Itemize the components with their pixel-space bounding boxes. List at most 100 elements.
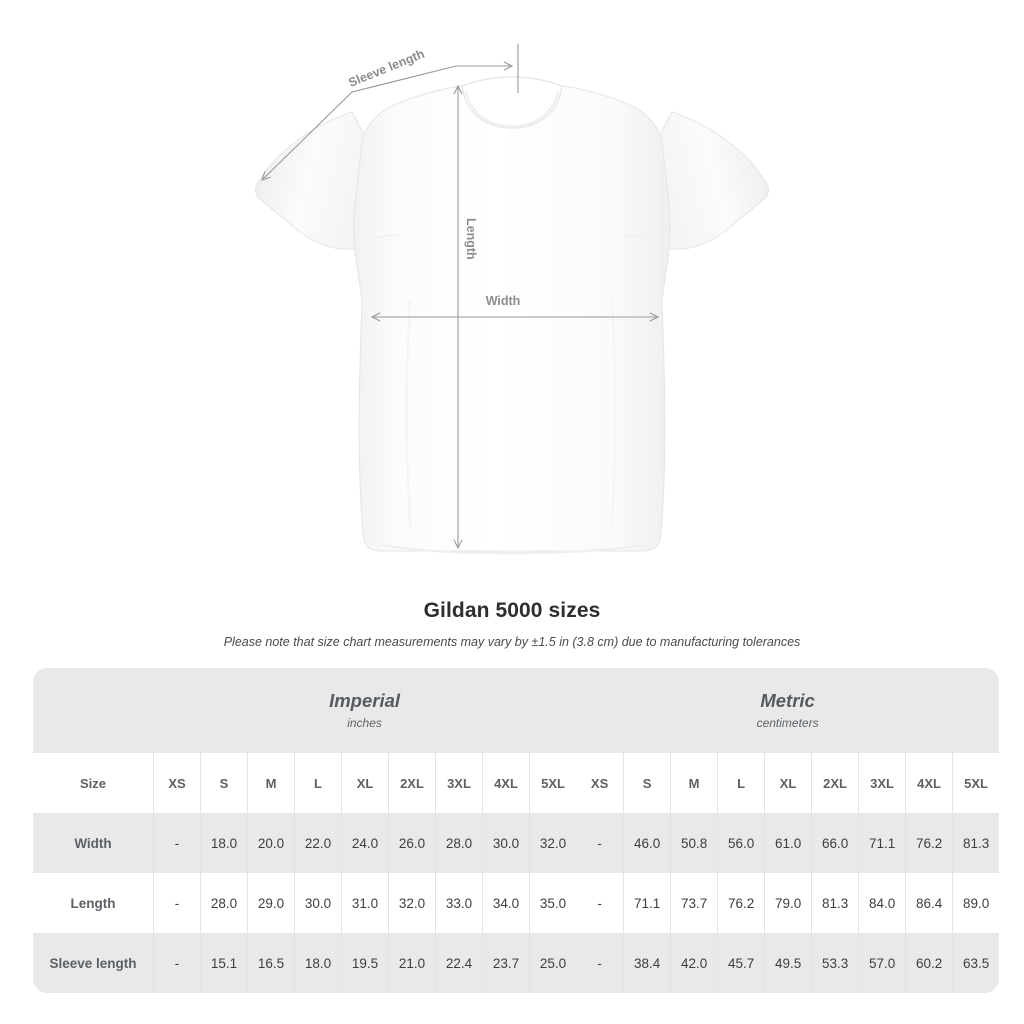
right-sleeve — [651, 111, 769, 250]
row-label-width: Width — [33, 813, 153, 873]
cell-width-metric-s: 46.0 — [623, 813, 671, 873]
cell-width-imperial-s: 18.0 — [200, 813, 247, 873]
cell-width-metric-3xl: 71.1 — [858, 813, 906, 873]
sleeve-length-arrow — [262, 65, 457, 180]
cell-length-imperial-2xl: 32.0 — [388, 873, 435, 933]
column-header-metric-s: S — [623, 753, 671, 813]
tshirt-silhouette — [255, 76, 769, 555]
cell-width-imperial-xs: - — [153, 813, 200, 873]
cell-length-metric-s: 71.1 — [623, 873, 671, 933]
group-name-imperial: Imperial — [329, 690, 401, 711]
width-annotation: Width — [372, 294, 658, 317]
cell-length-metric-2xl: 81.3 — [811, 873, 859, 933]
cell-length-imperial-xs: - — [153, 873, 200, 933]
cell-length-imperial-5xl: 35.0 — [529, 873, 577, 933]
cell-width-imperial-m: 20.0 — [247, 813, 294, 873]
cell-length-metric-3xl: 84.0 — [858, 873, 906, 933]
cell-sleeve-length-imperial-3xl: 22.4 — [435, 933, 482, 993]
column-header-metric-3xl: 3XL — [858, 753, 906, 813]
table-row: Length -28.0 29.0 30.0 31.0 32.0 33.0 34.0 35.0-… — [33, 873, 1000, 933]
column-header-metric-m: M — [670, 753, 718, 813]
column-header-imperial-4xl: 4XL — [482, 753, 529, 813]
cell-sleeve-length-metric-xs: - — [576, 933, 624, 993]
column-header-imperial-m: M — [247, 753, 294, 813]
cell-width-imperial-2xl: 26.0 — [388, 813, 435, 873]
cell-width-imperial-3xl: 28.0 — [435, 813, 482, 873]
cell-width-imperial-5xl: 32.0 — [529, 813, 577, 873]
cell-length-metric-l: 76.2 — [717, 873, 765, 933]
cell-width-metric-4xl: 76.2 — [905, 813, 953, 873]
cell-length-imperial-4xl: 34.0 — [482, 873, 529, 933]
cell-sleeve-length-metric-m: 42.0 — [670, 933, 718, 993]
cell-width-metric-5xl: 81.3 — [952, 813, 1000, 873]
size-header-row: Size XS S M L XL 2XL 3XL 4XL 5XL XS S M L XL 2XL 3XL 4XL… — [33, 753, 1000, 813]
cell-length-imperial-l: 30.0 — [294, 873, 341, 933]
fold-right — [611, 299, 616, 529]
length-label: Length — [464, 218, 478, 260]
armpit-right — [623, 234, 653, 241]
column-header-metric-4xl: 4XL — [905, 753, 953, 813]
cell-length-metric-xs: - — [576, 873, 624, 933]
collar — [461, 76, 563, 129]
cell-sleeve-length-metric-l: 45.7 — [717, 933, 765, 993]
size-chart-table: Imperial inches Metric centimeters Size … — [33, 668, 1000, 993]
cell-sleeve-length-imperial-l: 18.0 — [294, 933, 341, 993]
page-title: Gildan 5000 sizes — [423, 599, 601, 622]
cell-sleeve-length-imperial-s: 15.1 — [200, 933, 247, 993]
group-unit-metric: centimeters — [756, 716, 819, 730]
cell-length-imperial-m: 29.0 — [247, 873, 294, 933]
cell-width-metric-xs: - — [576, 813, 624, 873]
cell-length-imperial-3xl: 33.0 — [435, 873, 482, 933]
column-header-metric-l: L — [717, 753, 765, 813]
row-label-length: Length — [33, 873, 153, 933]
cell-length-metric-m: 73.7 — [670, 873, 718, 933]
size-chart-body: Width -18.0 20.0 22.0 24.0 26.0 28.0 30.0 32.0-4… — [33, 813, 1000, 993]
group-header-spacer — [33, 668, 153, 753]
cell-width-metric-2xl: 66.0 — [811, 813, 859, 873]
tolerance-note: Please note that size chart measurements… — [223, 635, 801, 649]
left-sleeve — [255, 111, 373, 250]
cell-sleeve-length-metric-4xl: 60.2 — [905, 933, 953, 993]
cell-sleeve-length-imperial-xs: - — [153, 933, 200, 993]
hem-shadow — [381, 543, 643, 555]
table-row: Width -18.0 20.0 22.0 24.0 26.0 28.0 30.0 32.0-4… — [33, 813, 1000, 873]
column-header-imperial-5xl: 5XL — [529, 753, 577, 813]
row-label-sleeve-length: Sleeve length — [33, 933, 153, 993]
width-label: Width — [486, 294, 521, 308]
group-unit-imperial: inches — [347, 716, 382, 730]
cell-length-metric-4xl: 86.4 — [905, 873, 953, 933]
column-header-imperial-xs: XS — [153, 753, 200, 813]
cell-sleeve-length-imperial-m: 16.5 — [247, 933, 294, 993]
cell-width-imperial-4xl: 30.0 — [482, 813, 529, 873]
group-name-metric: Metric — [760, 690, 815, 711]
cell-width-metric-m: 50.8 — [670, 813, 718, 873]
column-header-imperial-2xl: 2XL — [388, 753, 435, 813]
cell-sleeve-length-metric-3xl: 57.0 — [858, 933, 906, 993]
cell-sleeve-length-metric-2xl: 53.3 — [811, 933, 859, 993]
column-header-imperial-xl: XL — [341, 753, 388, 813]
cell-length-imperial-s: 28.0 — [200, 873, 247, 933]
heading-block: Gildan 5000 sizes Please note that size … — [0, 598, 1024, 650]
column-header-imperial-l: L — [294, 753, 341, 813]
tshirt-diagram: Sleeve length Length Width — [255, 44, 769, 555]
cell-sleeve-length-imperial-4xl: 23.7 — [482, 933, 529, 993]
armpit-left — [371, 234, 401, 241]
cell-width-metric-xl: 61.0 — [764, 813, 812, 873]
cell-length-metric-xl: 79.0 — [764, 873, 812, 933]
column-header-imperial-s: S — [200, 753, 247, 813]
cell-length-metric-5xl: 89.0 — [952, 873, 1000, 933]
cell-width-imperial-xl: 24.0 — [341, 813, 388, 873]
column-header-metric-xl: XL — [764, 753, 812, 813]
cell-width-imperial-l: 22.0 — [294, 813, 341, 873]
column-header-metric-2xl: 2XL — [811, 753, 859, 813]
group-header-row: Imperial inches Metric centimeters — [33, 668, 1000, 753]
column-header-imperial-3xl: 3XL — [435, 753, 482, 813]
cell-sleeve-length-metric-5xl: 63.5 — [952, 933, 1000, 993]
group-header-imperial: Imperial inches — [153, 668, 577, 753]
cell-length-imperial-xl: 31.0 — [341, 873, 388, 933]
cell-sleeve-length-metric-s: 38.4 — [623, 933, 671, 993]
table-row: Sleeve length -15.1 16.5 18.0 19.5 21.0 22.4 23… — [33, 933, 1000, 993]
cell-sleeve-length-imperial-5xl: 25.0 — [529, 933, 577, 993]
column-header-metric-5xl: 5XL — [952, 753, 1000, 813]
